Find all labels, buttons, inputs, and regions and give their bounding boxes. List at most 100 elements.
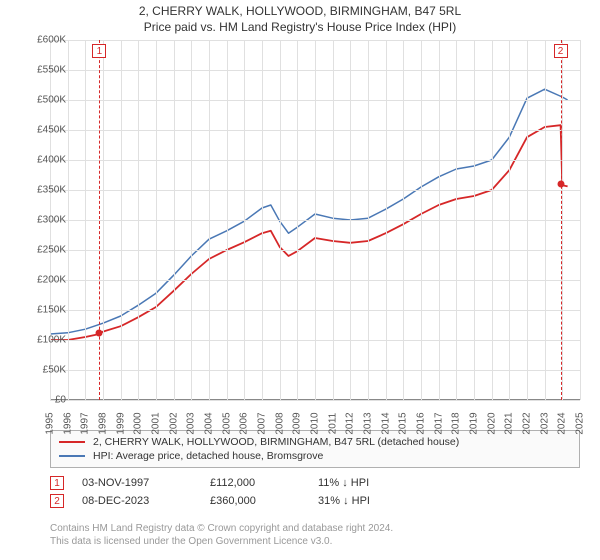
x-axis-label: 2001 [151,412,162,434]
x-axis-label: 2022 [522,412,533,434]
y-axis-label: £450K [37,125,66,136]
gridline-v [297,40,298,400]
x-axis-label: 2004 [204,412,215,434]
y-axis-label: £400K [37,155,66,166]
x-axis-label: 2013 [363,412,374,434]
footer-line-2: This data is licensed under the Open Gov… [50,535,580,548]
y-axis-label: £0 [55,395,66,406]
x-axis-label: 2017 [433,412,444,434]
sale-row: 2 08-DEC-2023 £360,000 31% ↓ HPI [50,492,580,510]
chart-title: 2, CHERRY WALK, HOLLYWOOD, BIRMINGHAM, B… [0,4,600,18]
gridline-v [580,40,581,400]
sale-row: 1 03-NOV-1997 £112,000 11% ↓ HPI [50,474,580,492]
sale-marker-icon: 1 [50,476,64,490]
y-axis-label: £50K [43,365,66,376]
x-axis-label: 2019 [469,412,480,434]
gridline-v [474,40,475,400]
series-line-hpi [50,89,568,334]
gridline-v [138,40,139,400]
sale-delta: 11% ↓ HPI [318,477,408,489]
x-axis-label: 2010 [310,412,321,434]
gridline-v [350,40,351,400]
x-axis-label: 2014 [380,412,391,434]
sales-list: 1 03-NOV-1997 £112,000 11% ↓ HPI 2 08-DEC-202… [50,474,580,510]
x-axis-label: 2012 [345,412,356,434]
gridline-v [209,40,210,400]
y-axis-label: £250K [37,245,66,256]
gridline-v [227,40,228,400]
y-axis-label: £550K [37,65,66,76]
sale-date: 03-NOV-1997 [82,477,192,489]
x-axis-label: 2023 [539,412,550,434]
series-line-price_paid [50,125,568,340]
x-axis-label: 2021 [504,412,515,434]
gridline-v [280,40,281,400]
x-axis-label: 2024 [557,412,568,434]
gridline-v [262,40,263,400]
chart-subtitle: Price paid vs. HM Land Registry's House … [0,20,600,34]
y-axis-label: £600K [37,35,66,46]
x-axis-label: 2002 [168,412,179,434]
legend-label: 2, CHERRY WALK, HOLLYWOOD, BIRMINGHAM, B… [93,436,459,448]
chart-container: 2, CHERRY WALK, HOLLYWOOD, BIRMINGHAM, B… [0,0,600,560]
gridline-v [509,40,510,400]
gridline-v [492,40,493,400]
y-axis-label: £100K [37,335,66,346]
gridline-v [191,40,192,400]
gridline-v [174,40,175,400]
footer-note: Contains HM Land Registry data © Crown c… [50,522,580,548]
sale-point [557,181,564,188]
gridline-v [244,40,245,400]
x-axis-label: 2008 [274,412,285,434]
gridline-v [315,40,316,400]
footer-line-1: Contains HM Land Registry data © Crown c… [50,522,580,535]
gridline-h [50,400,580,401]
legend-item: HPI: Average price, detached house, Brom… [59,449,571,463]
gridline-v [527,40,528,400]
gridline-v [545,40,546,400]
x-axis-label: 2009 [292,412,303,434]
legend: 2, CHERRY WALK, HOLLYWOOD, BIRMINGHAM, B… [50,430,580,468]
gridline-v [103,40,104,400]
gridline-v [456,40,457,400]
gridline-v [368,40,369,400]
gridline-v [421,40,422,400]
y-axis-label: £500K [37,95,66,106]
reference-marker: 1 [92,44,106,58]
x-axis-label: 1998 [98,412,109,434]
sale-marker-icon: 2 [50,494,64,508]
legend-label: HPI: Average price, detached house, Brom… [93,450,323,462]
legend-swatch [59,455,85,457]
x-axis-label: 2020 [486,412,497,434]
reference-marker: 2 [554,44,568,58]
sale-price: £360,000 [210,495,300,507]
y-axis-label: £150K [37,305,66,316]
sale-date: 08-DEC-2023 [82,495,192,507]
reference-line [561,40,562,400]
sale-delta: 31% ↓ HPI [318,495,408,507]
x-axis-label: 2003 [186,412,197,434]
chart-titles: 2, CHERRY WALK, HOLLYWOOD, BIRMINGHAM, B… [0,0,600,34]
x-axis-label: 2015 [398,412,409,434]
x-axis-label: 1999 [115,412,126,434]
x-axis-label: 2005 [221,412,232,434]
plot-area: 12 [50,40,580,400]
gridline-v [439,40,440,400]
gridline-v [403,40,404,400]
gridline-v [68,40,69,400]
gridline-v [156,40,157,400]
gridline-v [333,40,334,400]
y-axis-label: £200K [37,275,66,286]
x-axis-label: 1997 [80,412,91,434]
reference-line [99,40,100,400]
x-axis-label: 2018 [451,412,462,434]
y-axis-label: £300K [37,215,66,226]
gridline-v [386,40,387,400]
y-axis-label: £350K [37,185,66,196]
gridline-v [85,40,86,400]
legend-item: 2, CHERRY WALK, HOLLYWOOD, BIRMINGHAM, B… [59,435,571,449]
x-axis-label: 2007 [257,412,268,434]
sale-price: £112,000 [210,477,300,489]
x-axis-label: 2000 [133,412,144,434]
x-axis-label: 1996 [62,412,73,434]
